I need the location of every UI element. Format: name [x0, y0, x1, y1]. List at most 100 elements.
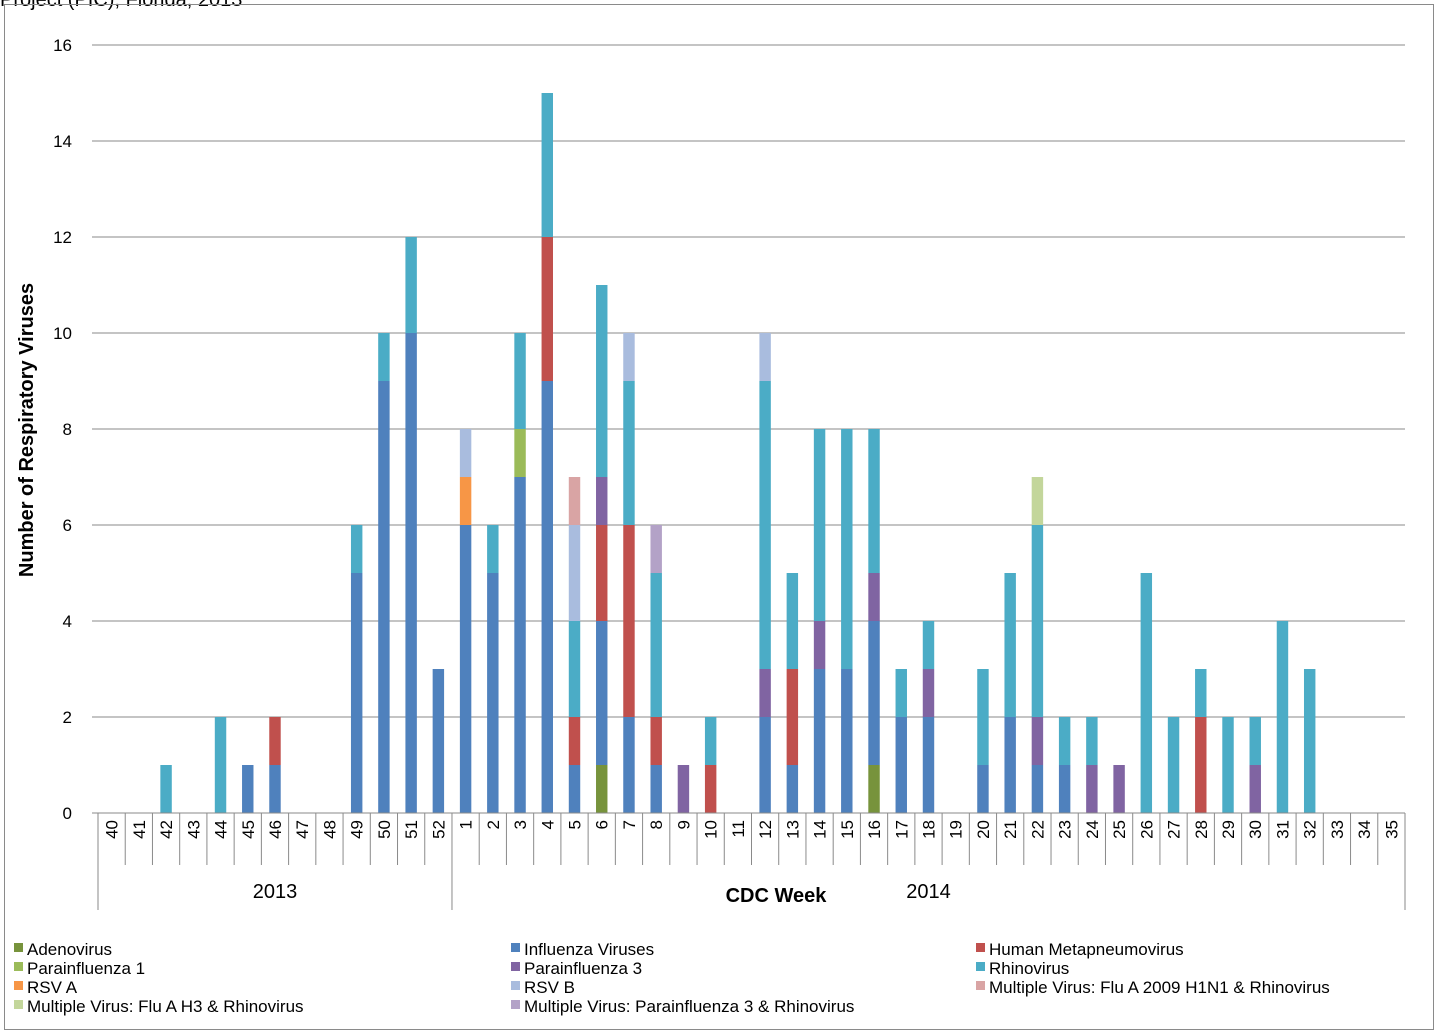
- bar-segment: [922, 621, 935, 669]
- bar-segment: [378, 333, 390, 381]
- legend-item: Multiple Virus: Parainfluenza 3 & Rhinov…: [511, 997, 854, 1016]
- y-tick-label: 10: [53, 324, 72, 343]
- bar-segment: [1167, 717, 1180, 813]
- bar-segment: [568, 621, 581, 717]
- legend-label: Rhinovirus: [989, 959, 1069, 978]
- bar-segment: [623, 381, 635, 525]
- legend: Adenovirus Influenza Viruses Human Metapne…: [14, 940, 1330, 1016]
- y-tick-label: 0: [63, 804, 72, 823]
- legend-item: Parainfluenza 3: [511, 959, 642, 978]
- legend-label: Multiple Virus: Flu A H3 & Rhinovirus: [27, 997, 304, 1016]
- x-tick-label: 1: [457, 820, 476, 829]
- bar-segment: [568, 765, 581, 813]
- bar-segment: [623, 333, 635, 381]
- legend-item: Multiple Virus: Flu A H3 & Rhinovirus: [14, 997, 304, 1016]
- legend-item: Human Metapneumovirus: [976, 940, 1184, 959]
- bar-segment: [1031, 525, 1044, 717]
- bar-segment: [1195, 669, 1207, 717]
- bar-segment: [459, 429, 472, 477]
- bar-segment: [487, 573, 499, 813]
- bar-segment: [432, 669, 445, 813]
- x-tick-label: 2: [484, 820, 503, 829]
- bar-segment: [759, 717, 771, 813]
- bar-segment: [514, 477, 526, 813]
- bar-segment: [786, 573, 799, 669]
- bar-segment: [895, 717, 907, 813]
- bar-segment: [1086, 765, 1098, 813]
- bars: [160, 93, 1316, 813]
- x-tick-label: 35: [1382, 820, 1401, 839]
- x-tick-label: 10: [702, 820, 721, 839]
- legend-label: RSV A: [27, 978, 78, 997]
- x-tick-label: 13: [783, 820, 802, 839]
- bar-segment: [1031, 717, 1044, 765]
- bar-segment: [1195, 717, 1207, 813]
- bar-segment: [704, 765, 717, 813]
- bar-segment: [242, 765, 254, 813]
- bar-segment: [160, 765, 172, 813]
- y-tick-label: 4: [63, 612, 72, 631]
- x-tick-label: 33: [1328, 820, 1347, 839]
- x-tick-label: 51: [402, 820, 421, 839]
- legend-label: Parainfluenza 3: [524, 959, 642, 978]
- bar-segment: [704, 717, 717, 765]
- x-tick-label: 48: [320, 820, 339, 839]
- bar-segment: [895, 669, 907, 717]
- gridlines: [98, 44, 1405, 814]
- bar-segment: [650, 765, 662, 813]
- bar-segment: [977, 765, 989, 813]
- x-tick-label: 16: [865, 820, 884, 839]
- bar-segment: [269, 765, 281, 813]
- x-tick-label: 26: [1137, 820, 1156, 839]
- bar-segment: [541, 93, 553, 237]
- bar-segment: [623, 525, 635, 717]
- y-axis-label: Number of Respiratory Viruses: [16, 283, 38, 577]
- x-tick-label: 6: [593, 820, 612, 829]
- bar-segment: [786, 669, 799, 765]
- legend-swatch: [511, 943, 520, 952]
- bar-segment: [1140, 573, 1153, 813]
- x-tick-label: 15: [838, 820, 857, 839]
- x-tick-label: 22: [1028, 820, 1047, 839]
- x-tick-label: 20: [974, 820, 993, 839]
- bar-segment: [1113, 765, 1125, 813]
- bar-segment: [214, 717, 227, 813]
- x-tick-label: 34: [1355, 820, 1374, 839]
- bar-segment: [650, 717, 662, 765]
- x-tick-label: 25: [1110, 820, 1129, 839]
- legend-swatch: [14, 962, 23, 971]
- bar-segment: [841, 669, 853, 813]
- legend-label: Adenovirus: [27, 940, 112, 959]
- x-tick-label: 8: [647, 820, 666, 829]
- bar-segment: [868, 621, 880, 765]
- x-tick-label: 23: [1056, 820, 1075, 839]
- y-axis-ticks: 0 2 4 6 8 10 12 14 16: [53, 36, 98, 823]
- legend-swatch: [511, 1000, 520, 1009]
- legend-item: Rhinovirus: [976, 959, 1069, 978]
- x-tick-label: 3: [511, 820, 530, 829]
- y-tick-label: 12: [53, 228, 72, 247]
- bar-segment: [650, 525, 662, 573]
- bar-segment: [841, 429, 853, 669]
- bar-segment: [541, 381, 553, 813]
- bar-segment: [1031, 477, 1044, 525]
- x-tick-label: 49: [348, 820, 367, 839]
- bar-segment: [514, 333, 526, 429]
- y-tick-label: 2: [63, 708, 72, 727]
- legend-label: RSV B: [524, 978, 575, 997]
- bar-segment: [596, 285, 608, 477]
- x-tick-label: 46: [266, 820, 285, 839]
- bar-segment: [350, 525, 363, 573]
- legend-item: RSV A: [14, 978, 78, 997]
- bar-segment: [759, 381, 771, 669]
- bar-segment: [568, 717, 581, 765]
- bar-segment: [868, 573, 880, 621]
- bar-segment: [541, 237, 553, 381]
- bar-segment: [596, 765, 608, 813]
- x-tick-label: 7: [620, 820, 639, 829]
- x-group-label: 2013: [253, 881, 298, 903]
- bar-segment: [677, 765, 690, 813]
- bar-segment: [1058, 765, 1071, 813]
- legend-label: Multiple Virus: Flu A 2009 H1N1 & Rhinov…: [989, 978, 1330, 997]
- x-tick-label: 30: [1246, 820, 1265, 839]
